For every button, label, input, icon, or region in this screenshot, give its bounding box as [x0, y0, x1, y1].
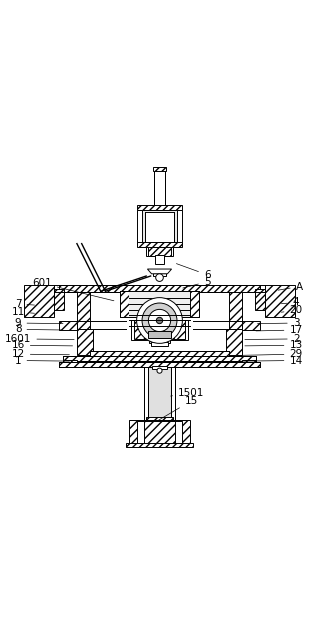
Bar	[145, 212, 174, 242]
Bar	[54, 288, 63, 310]
Bar	[63, 360, 77, 364]
Bar	[131, 320, 188, 340]
Bar	[147, 329, 172, 337]
Bar	[126, 443, 193, 447]
Bar	[142, 210, 177, 244]
Bar	[145, 322, 174, 339]
Bar	[129, 292, 190, 317]
Text: 1501: 1501	[171, 388, 204, 398]
Bar	[137, 205, 182, 210]
Bar	[137, 242, 182, 247]
Bar	[137, 421, 182, 445]
Bar	[144, 367, 175, 420]
Bar	[148, 367, 171, 420]
Circle shape	[157, 368, 162, 373]
Circle shape	[156, 317, 163, 324]
Bar	[265, 285, 295, 317]
Text: 12: 12	[11, 349, 69, 359]
Text: 3: 3	[257, 318, 300, 328]
Bar	[24, 285, 54, 317]
Bar	[242, 360, 256, 364]
Text: 20: 20	[281, 305, 303, 315]
Bar	[153, 273, 166, 276]
Text: 16: 16	[11, 340, 72, 350]
Text: 9: 9	[15, 318, 63, 328]
Text: 13: 13	[245, 340, 303, 350]
Circle shape	[148, 309, 171, 332]
Circle shape	[137, 298, 182, 344]
Text: A: A	[278, 282, 303, 292]
Bar	[148, 331, 171, 337]
Text: 4: 4	[281, 297, 300, 307]
Bar	[77, 329, 93, 355]
Text: 11: 11	[11, 307, 34, 317]
Polygon shape	[147, 269, 172, 274]
Text: 6: 6	[176, 263, 211, 280]
Bar	[256, 288, 265, 310]
Text: 7: 7	[15, 299, 34, 309]
Circle shape	[142, 303, 177, 338]
Bar	[149, 337, 170, 344]
Text: 5: 5	[183, 277, 211, 288]
Bar	[148, 248, 171, 256]
Bar	[77, 292, 90, 329]
Bar	[229, 292, 242, 329]
Bar	[59, 362, 260, 367]
Bar	[146, 247, 173, 256]
Text: 2: 2	[245, 334, 300, 344]
Bar	[120, 292, 199, 317]
Text: 17: 17	[256, 325, 303, 335]
Bar	[144, 421, 175, 445]
Text: 15: 15	[159, 396, 198, 420]
Text: 1: 1	[15, 356, 69, 366]
Text: 601: 601	[32, 278, 114, 301]
Bar	[190, 292, 199, 317]
Bar	[152, 366, 167, 369]
Bar	[59, 285, 260, 292]
Bar	[155, 255, 164, 264]
Text: 14: 14	[242, 356, 303, 366]
Text: 29: 29	[240, 349, 303, 359]
Bar	[242, 322, 260, 330]
Text: 1601: 1601	[5, 334, 74, 344]
Bar	[146, 417, 173, 420]
Bar	[152, 167, 167, 171]
Bar	[134, 320, 185, 339]
Bar	[137, 210, 182, 244]
Bar	[59, 322, 77, 330]
Bar	[63, 356, 256, 361]
Bar	[226, 329, 242, 355]
Bar	[151, 342, 168, 345]
Bar	[154, 169, 165, 206]
Bar	[129, 420, 190, 445]
Bar	[120, 292, 129, 317]
Bar	[90, 350, 229, 356]
Text: 8: 8	[15, 324, 62, 334]
Circle shape	[156, 274, 163, 282]
